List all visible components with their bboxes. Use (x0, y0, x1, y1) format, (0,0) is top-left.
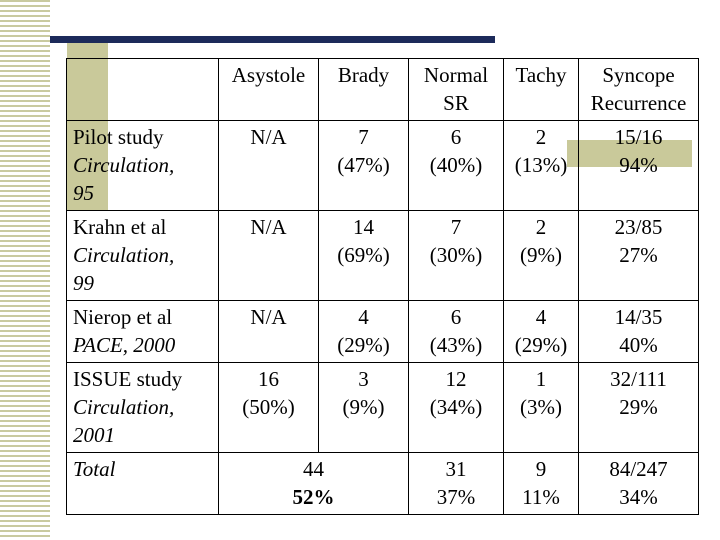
row-label: ISSUE study Circulation, 2001 (66, 362, 219, 453)
cell-tachy: 2 (13%) (503, 120, 579, 211)
header-tachy: Tachy (503, 58, 579, 121)
cell-brady: 4 (29%) (318, 300, 409, 363)
header-brady: Brady (318, 58, 409, 121)
table-row: ISSUE study Circulation, 2001 16 (50%) 3 (9%… (66, 362, 699, 453)
cell-asystole: 16 (50%) (218, 362, 319, 453)
cell-brady: 3 (9%) (318, 362, 409, 453)
header-normal-sr: Normal SR (408, 58, 504, 121)
cell-syncope: 23/85 27% (578, 210, 699, 301)
cell-brady: 14 (69%) (318, 210, 409, 301)
total-label: Total (66, 452, 219, 515)
header-syncope-recurrence: Syncope Recurrence (578, 58, 699, 121)
cell-total-tachy: 9 11% (503, 452, 579, 515)
row-label: Pilot study Circulation, 95 (66, 120, 219, 211)
table-row: Krahn et al Circulation, 99 N/A 14 (69%) 7(… (66, 210, 699, 301)
header-asystole: Asystole (218, 58, 319, 121)
cell-syncope: 15/16 94% (578, 120, 699, 211)
results-table: Asystole Brady Normal SR Tachy Syncope Rec… (66, 58, 699, 515)
cell-tachy: 1 (3%) (503, 362, 579, 453)
cell-normal: 6 (43%) (408, 300, 504, 363)
table-header-row: Asystole Brady Normal SR Tachy Syncope Rec… (66, 58, 699, 121)
table-row: Nierop et al PACE, 2000 N/A 4 (29%) 6 (43%)… (66, 300, 699, 363)
cell-asystole: N/A (218, 300, 319, 363)
table-total-row: Total 44 52% 31 37% 9 11% 84/247 34% (66, 452, 699, 515)
cell-tachy: 4 (29%) (503, 300, 579, 363)
cell-tachy: 2 (9%) (503, 210, 579, 301)
cell-syncope: 32/111 29% (578, 362, 699, 453)
table-row: Pilot study Circulation, 95 N/A 7 (47%) 6 (4… (66, 120, 699, 211)
cell-normal: 6 (40%) (408, 120, 504, 211)
row-label: Nierop et al PACE, 2000 (66, 300, 219, 363)
cell-total-asystole-brady: 44 52% (218, 452, 409, 515)
cell-brady: 7 (47%) (318, 120, 409, 211)
decorative-title-line (50, 36, 495, 43)
cell-syncope: 14/35 40% (578, 300, 699, 363)
decorative-stripes (0, 0, 50, 540)
cell-normal: 7 (30%) (408, 210, 504, 301)
cell-normal: 12 (34%) (408, 362, 504, 453)
cell-asystole: N/A (218, 210, 319, 301)
cell-total-syncope: 84/247 34% (578, 452, 699, 515)
row-label: Krahn et al Circulation, 99 (66, 210, 219, 301)
cell-asystole: N/A (218, 120, 319, 211)
cell-total-normal: 31 37% (408, 452, 504, 515)
table-corner-cell (66, 58, 219, 121)
